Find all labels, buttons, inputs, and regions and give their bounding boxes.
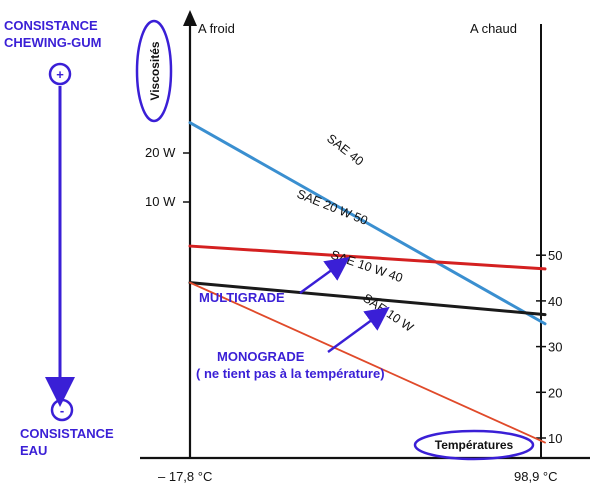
consistance-top-label-2: CHEWING-GUM	[4, 35, 102, 50]
series-line-sae-40	[188, 121, 547, 326]
series-lines	[188, 121, 547, 444]
monograde-sublabel: ( ne tient pas à la température)	[196, 366, 385, 381]
series-line-sae-20-w-50	[188, 244, 547, 271]
left-tick-10w: 10 W	[145, 194, 176, 209]
series-label-sae20w50: SAE 20 W 50	[295, 187, 370, 228]
minus-symbol: -	[60, 403, 64, 418]
plus-circle	[48, 62, 72, 86]
series-label-sae10w40: SAE 10 W 40	[329, 248, 405, 286]
series-line-sae-10-w-40	[188, 281, 547, 317]
right-tick-group: 50 40 30 20 10	[536, 248, 562, 446]
monograde-label: MONOGRADE	[217, 349, 305, 364]
x-tick-cold: – 17,8 °C	[158, 469, 212, 484]
x-axis-label: Températures	[435, 438, 514, 452]
consistance-bottom-label-2: EAU	[20, 443, 47, 458]
x-tick-hot: 98,9 °C	[514, 469, 558, 484]
series-line-sae-10-w	[189, 281, 546, 444]
minus-circle	[50, 398, 74, 422]
series-label-sae40: SAE 40	[324, 131, 366, 168]
y-axis-label: Viscosités	[148, 41, 162, 100]
multigrade-label: MULTIGRADE	[199, 290, 285, 305]
right-tick-30: 30	[548, 340, 562, 355]
xlabel-highlight	[413, 429, 535, 461]
right-tick-50: 50	[548, 248, 562, 263]
consistance-top-label-1: CONSISTANCE	[4, 18, 98, 33]
left-tick-20w: 20 W	[145, 145, 176, 160]
plus-symbol: +	[56, 67, 64, 82]
right-header-a-chaud: A chaud	[470, 21, 517, 36]
left-header-a-froid: A froid	[198, 21, 235, 36]
y-axis-arrowhead	[183, 10, 197, 26]
ylabel-highlight	[135, 19, 173, 123]
consistance-bottom-label-1: CONSISTANCE	[20, 426, 114, 441]
right-tick-40: 40	[548, 294, 562, 309]
right-tick-20: 20	[548, 385, 562, 400]
monograde-arrow	[327, 306, 390, 353]
multigrade-arrow	[299, 256, 350, 294]
right-tick-10: 10	[548, 431, 562, 446]
series-label-sae10w: SAE 10 W	[360, 291, 416, 335]
